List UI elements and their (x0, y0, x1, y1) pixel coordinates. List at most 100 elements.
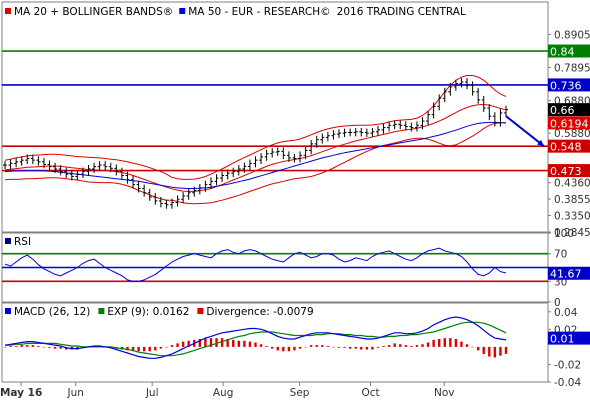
divergence-bar (259, 344, 263, 347)
divergence-bar (142, 346, 146, 352)
divergence-bar (59, 346, 62, 349)
divergence-bar (404, 345, 407, 347)
divergence-bar (326, 346, 330, 347)
macd-axis-tick-label: -0.04 (554, 377, 581, 389)
divergence-bar (42, 346, 46, 348)
macd-legend-swatch-1 (5, 308, 11, 314)
legend-swatch-2 (179, 8, 186, 14)
divergence-bar (332, 346, 335, 348)
divergence-bar (337, 346, 341, 348)
divergence-bar (321, 345, 324, 347)
divergence-bar (181, 341, 185, 347)
macd-last-label: 0.01 (550, 333, 575, 346)
x-tick-label: Jul (145, 387, 159, 399)
x-tick-label: Oct (361, 387, 379, 399)
divergence-bar (282, 346, 285, 352)
macd-legend-item-1: MACD (26, 12) (14, 306, 90, 318)
divergence-bar (387, 345, 391, 347)
last-price-label: 0.66 (550, 104, 575, 117)
macd-axis-tick-label: 0.04 (554, 307, 578, 319)
price-axis-tick-label: 0.3855 (554, 194, 590, 206)
divergence-bar (131, 346, 135, 352)
rsi-line (4, 247, 507, 282)
bollinger-upper-line (4, 75, 507, 180)
divergence-bar (293, 346, 296, 351)
divergence-bar (37, 346, 40, 347)
divergence-bar (482, 346, 485, 354)
divergence-bar (309, 345, 313, 347)
divergence-bar (176, 343, 179, 347)
divergence-bar (343, 346, 346, 348)
legend-swatch-1 (5, 8, 11, 14)
divergence-bar (460, 341, 463, 347)
divergence-bar (126, 346, 129, 351)
bollinger-lower-line (4, 122, 506, 205)
divergence-bar (243, 340, 246, 347)
divergence-bar (198, 338, 202, 347)
divergence-bar (248, 341, 252, 347)
divergence-bar (220, 338, 224, 347)
legend-item-1: MA 20 + BOLLINGER BANDS® (14, 6, 173, 18)
divergence-bar (421, 344, 424, 347)
divergence-bar (254, 342, 257, 347)
macd-legend-item-2: EXP (9): 0.0162 (107, 306, 189, 318)
x-tick-label: May 16 (0, 387, 42, 399)
divergence-bar (504, 346, 508, 354)
rsi-last-box (548, 266, 590, 280)
price-axis-tick-label: 0.2845 (554, 227, 590, 239)
macd-axis-tick-label: -0.02 (554, 359, 581, 371)
divergence-bar (399, 344, 402, 347)
divergence-bar (48, 346, 51, 348)
ma20-value-label: 0.6194 (550, 117, 589, 130)
divergence-bar (137, 346, 140, 352)
divergence-bar (9, 346, 12, 347)
price-axis-tick-label: 0.4360 (554, 178, 590, 190)
divergence-bar (31, 345, 35, 347)
divergence-bar (443, 338, 446, 347)
x-tick-label: Sep (290, 387, 310, 399)
divergence-bar (154, 346, 157, 351)
macd-line (4, 316, 507, 359)
forecast-arrow-head (537, 139, 544, 147)
x-tick-label: Aug (213, 387, 234, 399)
legend-item-3: 2016 TRADING CENTRAL (337, 6, 466, 18)
divergence-bar (271, 346, 274, 349)
divergence-bar (465, 344, 469, 347)
divergence-bar (226, 338, 229, 347)
divergence-bar (232, 339, 235, 347)
divergence-bar (20, 345, 23, 347)
divergence-bar (304, 346, 307, 348)
divergence-bar (215, 338, 218, 347)
divergence-bar (53, 346, 57, 349)
divergence-bar (360, 346, 363, 350)
divergence-bar (354, 346, 357, 349)
divergence-bar (287, 346, 291, 352)
price-level-box (548, 44, 590, 58)
divergence-bar (204, 338, 207, 347)
price-axis-tick-label: 0.7895 (554, 62, 590, 74)
divergence-bar (410, 346, 413, 347)
ma50-line (4, 121, 507, 189)
divergence-bar (449, 338, 452, 347)
divergence-bar (14, 346, 18, 347)
divergence-bar (488, 346, 491, 357)
divergence-bar (3, 346, 7, 348)
divergence-bar (493, 346, 497, 358)
macd-last-box (548, 331, 590, 345)
price-level-label: 0.736 (550, 79, 582, 92)
divergence-bar (159, 346, 163, 349)
divergence-bar (365, 346, 369, 350)
macd-legend-item-3: Divergence: -0.0079 (206, 306, 313, 318)
divergence-bar (348, 346, 352, 349)
price-level-box (548, 78, 590, 92)
divergence-bar (432, 339, 435, 347)
divergence-bar (187, 340, 190, 347)
legend-item-2: MA 50 - EUR - RESEARCH© (188, 6, 330, 18)
rsi-axis-tick-label: 100 (554, 228, 574, 240)
divergence-bar (298, 346, 302, 349)
divergence-bar (209, 338, 213, 347)
divergence-bar (265, 346, 268, 347)
price-level-label: 0.84 (550, 46, 575, 59)
